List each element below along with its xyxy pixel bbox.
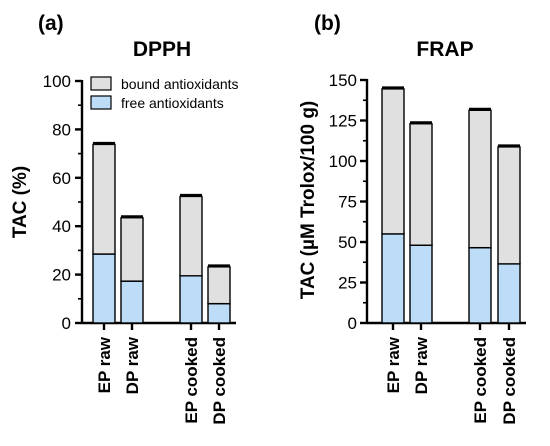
bar-segment-free-antioxidants (120, 280, 144, 324)
bar-segment-free-antioxidants (497, 263, 521, 324)
bar-segment-bound-antioxidants (409, 123, 433, 246)
x-category-label: DP cooked (210, 337, 229, 425)
x-category-label: EP raw (95, 336, 114, 393)
panel-letter-b: (b) (314, 12, 341, 35)
bar-segment-bound-antioxidants (381, 88, 405, 235)
legend-swatch (90, 76, 112, 91)
bar-segment-bound-antioxidants (120, 217, 144, 282)
legend-label: bound antioxidants (121, 76, 239, 92)
y-tick-label: 80 (52, 120, 71, 139)
y-tick-label: 40 (52, 217, 71, 236)
bar-segment-bound-antioxidants (179, 195, 203, 277)
x-category-label: EP cooked (182, 337, 201, 424)
y-tick-label: 75 (338, 193, 357, 212)
bar-segment-free-antioxidants (409, 244, 433, 324)
y-tick-label: 50 (338, 233, 357, 252)
y-tick-label: 0 (62, 314, 71, 333)
chart-title-frap: FRAP (416, 38, 473, 61)
x-category-label: DP raw (412, 336, 431, 394)
y-tick-label: 60 (52, 169, 71, 188)
y-tick-label: 125 (329, 112, 357, 131)
bar-segment-bound-antioxidants (468, 109, 492, 249)
legend-label: free antioxidants (121, 95, 224, 111)
category-labels-frap: EP raw DP raw EP cooked DP cooked (384, 336, 519, 424)
bar-segment-bound-antioxidants (92, 143, 116, 255)
bars-dpph (92, 141, 231, 324)
bar-segment-free-antioxidants (468, 246, 492, 324)
bar-segment-free-antioxidants (207, 302, 231, 324)
y-axis-label-dpph: TAC (%) (10, 166, 31, 238)
bar-segment-free-antioxidants (179, 275, 203, 324)
y-tick-label: 100 (43, 72, 71, 91)
legend: bound antioxidants free antioxidants (90, 76, 239, 111)
y-tick-label: 150 (329, 71, 357, 90)
bar-segment-bound-antioxidants (497, 146, 521, 265)
x-category-label: DP cooked (500, 337, 519, 425)
panel-letter-a: (a) (38, 12, 64, 35)
bar-segment-bound-antioxidants (207, 266, 231, 305)
x-category-label: EP raw (384, 336, 403, 393)
panel-a-dpph: (a) DPPH TAC (%) 0 20 40 60 80 100 EP raw DP r… (10, 12, 239, 425)
y-tick-label: 100 (329, 152, 357, 171)
y-tick-label: 20 (52, 266, 71, 285)
bar-segment-free-antioxidants (381, 233, 405, 324)
bars-frap (381, 86, 521, 324)
x-category-label: EP cooked (471, 337, 490, 424)
axes-dpph: 0 20 40 60 80 100 (43, 72, 236, 333)
y-tick-label: 0 (348, 314, 357, 333)
chart-title-dpph: DPPH (133, 38, 191, 61)
y-tick-label: 25 (338, 274, 357, 293)
category-labels-dpph: EP raw DP raw EP cooked DP cooked (95, 336, 229, 424)
bar-segment-free-antioxidants (92, 253, 116, 324)
panel-b-frap: (b) FRAP TAC (µM Trolox/100 g) 0 25 50 75 10… (298, 12, 526, 425)
x-category-label: DP raw (123, 336, 142, 394)
y-axis-label-frap: TAC (µM Trolox/100 g) (298, 101, 319, 300)
legend-swatch (90, 95, 112, 110)
